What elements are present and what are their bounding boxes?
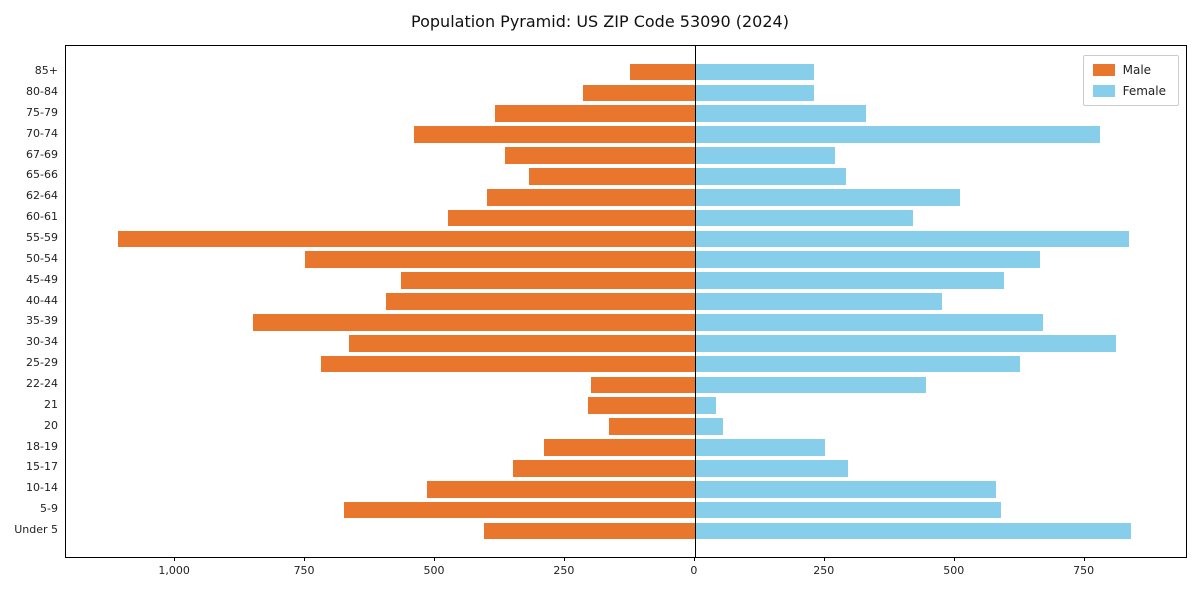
y-axis-label: 22-24 xyxy=(26,376,58,390)
female-bar xyxy=(694,522,1132,540)
y-axis-label: 30-34 xyxy=(26,335,58,349)
x-axis-tickmark xyxy=(693,557,695,561)
female-bar xyxy=(694,209,914,227)
y-axis-label: 50-54 xyxy=(26,251,58,265)
female-bar xyxy=(694,230,1129,248)
x-axis-tick-label: 750 xyxy=(293,564,315,577)
female-bar xyxy=(694,272,1005,289)
female-bar xyxy=(694,126,1101,143)
legend-label-female: Female xyxy=(1122,84,1166,98)
y-axis-label: 62-64 xyxy=(26,189,58,203)
female-bar xyxy=(694,334,1116,352)
y-axis-label: 85+ xyxy=(34,64,58,78)
legend-label-male: Male xyxy=(1122,63,1152,77)
male-bar xyxy=(505,147,695,164)
x-axis-tickmark xyxy=(823,557,825,561)
y-axis-label: 67-69 xyxy=(26,147,58,161)
x-axis-tick-label: 750 xyxy=(1073,564,1095,577)
zero-axis-line xyxy=(694,46,696,557)
female-bar xyxy=(694,293,942,310)
x-axis-tickmark xyxy=(434,557,435,561)
legend-item-male: Male xyxy=(1092,63,1166,77)
female-swatch xyxy=(1092,85,1115,97)
male-bar xyxy=(427,480,695,498)
male-bar xyxy=(583,84,695,102)
female-bar xyxy=(694,460,849,477)
y-axis-label: 10-14 xyxy=(26,481,58,495)
male-bar xyxy=(629,63,695,81)
x-axis-tickmark xyxy=(953,557,955,561)
male-bar xyxy=(305,251,695,269)
male-bar xyxy=(344,501,695,519)
male-bar xyxy=(528,168,695,185)
y-axis-label: 55-59 xyxy=(26,230,58,244)
y-axis-label: 45-49 xyxy=(26,272,58,286)
x-axis-tick-label: 500 xyxy=(423,564,445,577)
female-bar xyxy=(694,105,867,123)
male-bar xyxy=(447,209,695,227)
female-bar xyxy=(694,84,815,102)
y-axis-label: 18-19 xyxy=(26,439,58,453)
female-bar xyxy=(694,439,825,456)
legend: Male Female xyxy=(1082,55,1179,106)
chart-title: Population Pyramid: US ZIP Code 53090 (2… xyxy=(411,12,789,31)
male-bar xyxy=(117,230,695,248)
y-axis-label: 80-84 xyxy=(26,84,58,98)
male-bar xyxy=(385,293,695,310)
male-bar xyxy=(253,314,695,331)
y-axis-label: 60-61 xyxy=(26,210,58,224)
x-axis-tick-label: 250 xyxy=(553,564,575,577)
male-bar xyxy=(414,126,695,143)
female-bar xyxy=(694,188,960,206)
female-bar xyxy=(694,418,724,435)
y-axis-label: 5-9 xyxy=(40,502,58,516)
female-bar xyxy=(694,355,1020,373)
male-bar xyxy=(512,460,695,477)
female-bar xyxy=(694,63,815,81)
male-bar xyxy=(544,439,695,456)
y-axis-label: 65-66 xyxy=(26,168,58,182)
male-bar xyxy=(484,522,695,540)
male-bar xyxy=(609,418,695,435)
plot-area: Male Female xyxy=(65,45,1187,558)
male-bar xyxy=(349,334,695,352)
y-axis-label: 70-74 xyxy=(26,126,58,140)
y-axis-label: Under 5 xyxy=(14,522,58,536)
female-bar xyxy=(694,168,846,185)
y-axis-label: 15-17 xyxy=(26,460,58,474)
female-bar xyxy=(694,376,927,394)
male-bar xyxy=(486,188,695,206)
x-axis-tick-label: 250 xyxy=(813,564,835,577)
y-axis-label: 75-79 xyxy=(26,105,58,119)
male-bar xyxy=(320,355,695,373)
x-axis-tickmark xyxy=(563,557,565,561)
x-axis-tick-label: 500 xyxy=(943,564,965,577)
x-axis-tickmark xyxy=(1083,557,1085,561)
y-axis-label: 21 xyxy=(44,397,58,411)
female-bar xyxy=(694,480,997,498)
male-bar xyxy=(401,272,695,289)
legend-item-female: Female xyxy=(1092,84,1166,98)
male-bar xyxy=(494,105,695,123)
x-axis-tick-label: 1,000 xyxy=(158,564,190,577)
y-axis-label: 20 xyxy=(44,418,58,432)
female-bar xyxy=(694,397,716,415)
y-axis-label: 40-44 xyxy=(26,293,58,307)
y-axis-label: 25-29 xyxy=(26,356,58,370)
male-bar xyxy=(588,397,695,415)
female-bar xyxy=(694,147,836,164)
x-axis-tick-label: 0 xyxy=(690,564,698,577)
x-axis-tickmark xyxy=(304,557,306,561)
x-axis-tickmark xyxy=(174,557,176,561)
female-bar xyxy=(694,251,1041,269)
male-swatch xyxy=(1092,64,1115,76)
y-axis-label: 35-39 xyxy=(26,314,58,328)
female-bar xyxy=(694,314,1044,331)
female-bar xyxy=(694,501,1002,519)
male-bar xyxy=(590,376,695,394)
